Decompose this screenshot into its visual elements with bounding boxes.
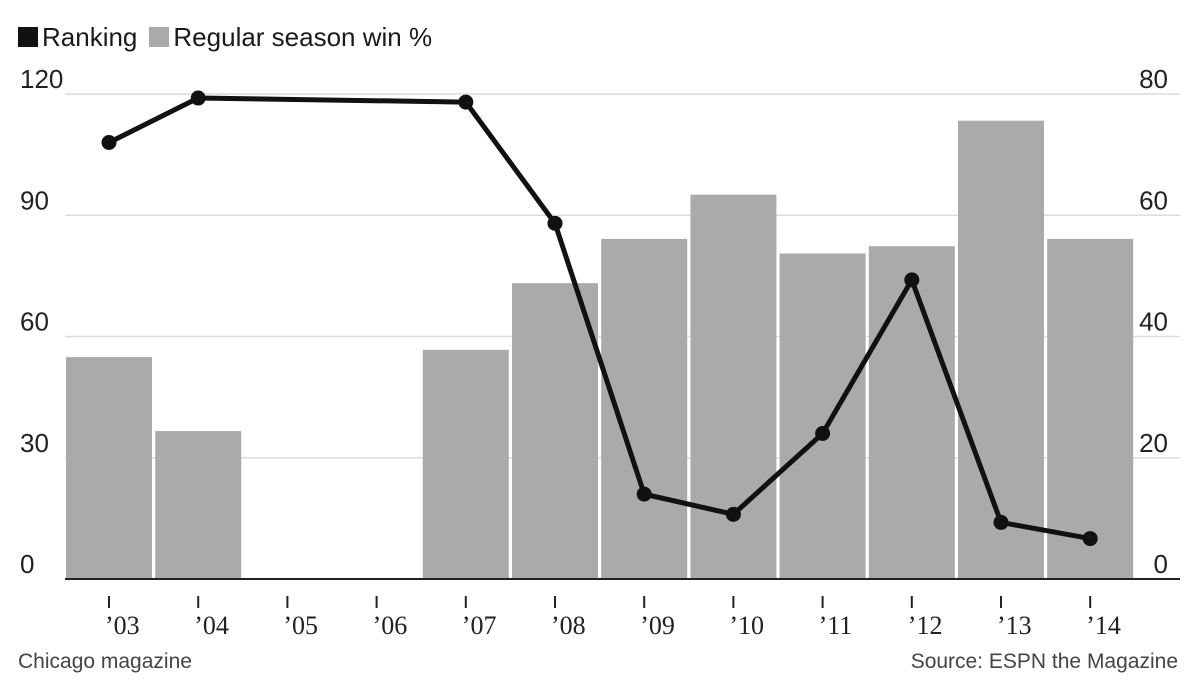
y-left-tick-label: 30 xyxy=(20,428,49,458)
x-tick-label: ’14 xyxy=(1086,611,1121,640)
bar-win-pct xyxy=(66,357,152,579)
y-right-tick-label: 0 xyxy=(1154,549,1168,579)
bar-win-pct xyxy=(155,431,242,579)
source-text: Source: ESPN the Magazine xyxy=(910,650,1178,673)
y-right-tick-label: 40 xyxy=(1139,307,1168,337)
y-right-tick-label: 20 xyxy=(1139,428,1168,458)
legend-swatch-ranking xyxy=(18,27,38,47)
ranking-point xyxy=(815,426,831,441)
ranking-point xyxy=(636,486,652,502)
x-tick-label: ’05 xyxy=(283,611,318,640)
bar-win-pct xyxy=(958,120,1044,580)
y-right-tick-label: 80 xyxy=(1139,64,1168,94)
y-left-tick-label: 60 xyxy=(20,307,49,337)
x-tick-label: ’09 xyxy=(640,611,675,640)
ranking-line xyxy=(107,95,1091,542)
x-tick-label: ’12 xyxy=(908,611,943,640)
legend: Ranking Regular season win % xyxy=(18,22,444,52)
x-tick-label: ’07 xyxy=(462,611,497,640)
ranking-point xyxy=(725,506,741,522)
ranking-point xyxy=(904,272,920,288)
y-right-tick-label: 60 xyxy=(1139,185,1168,215)
x-tick-label: ’08 xyxy=(551,611,586,640)
ranking-point xyxy=(1082,531,1098,547)
x-tick-label: ’13 xyxy=(997,611,1032,640)
x-tick-label: ’11 xyxy=(819,611,853,640)
x-tick-label: ’03 xyxy=(105,611,140,640)
bar-win-pct xyxy=(1047,238,1134,580)
legend-label-ranking: Ranking xyxy=(42,22,138,52)
bar-win-pct xyxy=(422,349,509,579)
legend-item-ranking: Ranking xyxy=(18,22,137,52)
x-tick-label: ’06 xyxy=(373,611,408,640)
x-tick-label: ’10 xyxy=(729,611,764,640)
y-left-tick-label: 120 xyxy=(20,64,63,94)
bar-win-pct xyxy=(779,253,866,579)
ranking-point xyxy=(101,135,117,150)
bar-win-pct xyxy=(868,246,955,579)
legend-item-win-pct: Regular season win % xyxy=(149,22,432,52)
y-left-tick-label: 0 xyxy=(20,549,34,579)
ranking-point xyxy=(993,514,1009,530)
legend-label-win-pct: Regular season win % xyxy=(173,22,433,52)
legend-swatch-win-pct xyxy=(149,27,170,47)
ranking-point xyxy=(547,215,563,231)
ranking-point xyxy=(458,94,474,110)
x-tick-label: ’04 xyxy=(194,611,229,640)
credit-text: Chicago magazine xyxy=(18,650,192,673)
bar-win-pct xyxy=(512,283,598,579)
ranking-point xyxy=(190,90,206,106)
y-left-tick-label: 90 xyxy=(20,185,49,215)
